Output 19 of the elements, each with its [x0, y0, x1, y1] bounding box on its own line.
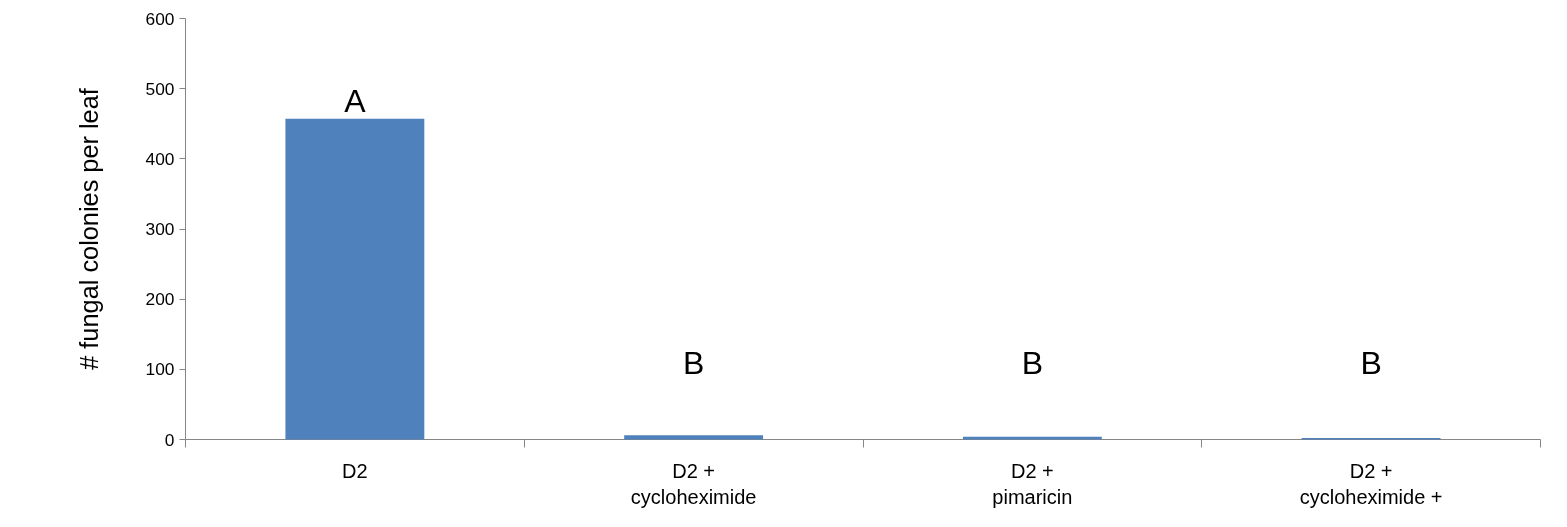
bar	[285, 118, 425, 440]
annotation: B	[1360, 344, 1382, 381]
y-tick-label: 500	[145, 78, 175, 99]
x-tick-label: D2 + cycloheximide	[630, 459, 757, 508]
bar	[962, 436, 1102, 440]
y-axis-title: # fungal colonies per leaf	[74, 87, 103, 370]
y-tick-label: 200	[145, 289, 175, 310]
annotation: B	[682, 344, 705, 381]
annotation: A	[344, 82, 367, 119]
y-tick-label: 400	[145, 148, 175, 169]
y-tick-label: 600	[145, 8, 175, 29]
bar	[624, 435, 764, 440]
annotation: B	[1021, 344, 1044, 381]
x-tick-label: D2 + pimaricin	[992, 459, 1073, 508]
y-tick-label: 100	[145, 359, 175, 380]
y-tick-label: 0	[164, 429, 175, 450]
y-tick-label: 300	[145, 219, 175, 239]
x-tick-label: D2	[342, 459, 368, 482]
x-tick-label: D2 + cycloheximide +	[1299, 459, 1443, 508]
